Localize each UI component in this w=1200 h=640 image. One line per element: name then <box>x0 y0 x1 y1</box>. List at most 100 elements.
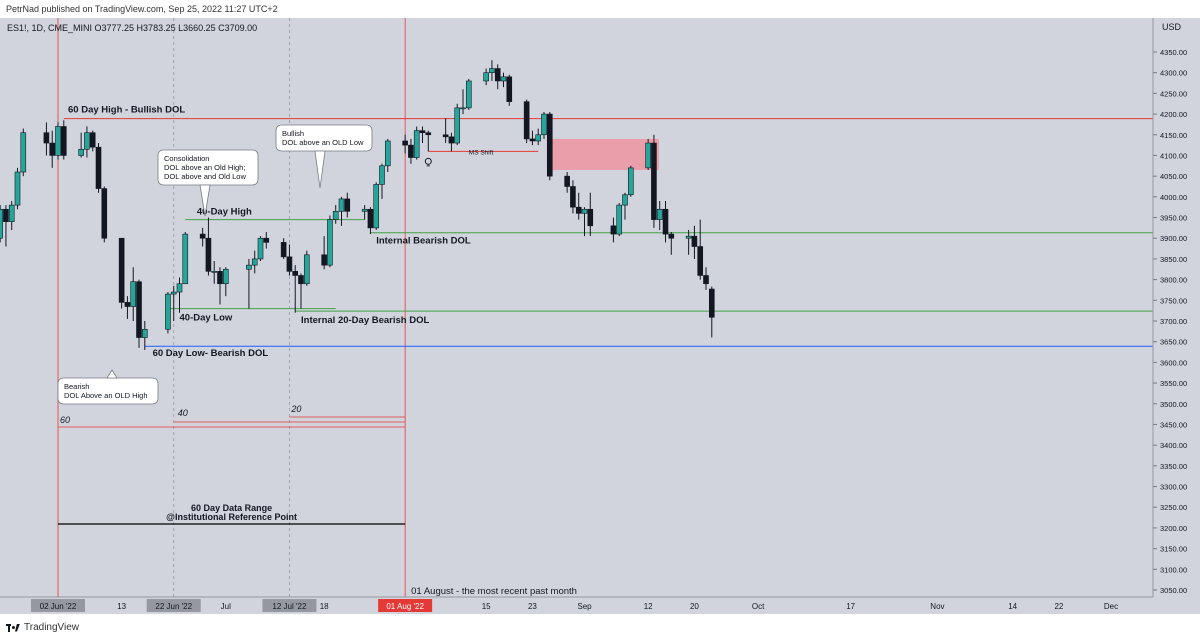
callout-bearish-tail <box>106 369 118 379</box>
price-tick-label: 4300.00 <box>1160 69 1187 78</box>
candles-layer <box>0 60 715 350</box>
candle-body <box>3 208 9 222</box>
aug-label: 01 August - the most recent past month <box>411 586 577 597</box>
label-40-day-low: 40-Day Low <box>180 313 233 324</box>
candle-body <box>581 208 588 214</box>
candle-body <box>338 198 345 212</box>
candle-body <box>656 208 663 220</box>
candlestick-chart[interactable]: 60 40 20 60 Day Data Range@Institutional Re… <box>0 18 1200 614</box>
price-tick-label: 3850.00 <box>1160 255 1187 264</box>
price-tick-label: 3200.00 <box>1160 524 1187 533</box>
time-tick-highlight <box>146 599 201 612</box>
price-tick-label: 3400.00 <box>1160 441 1187 450</box>
candle-body <box>130 281 137 307</box>
range-title-1: 60 Day Data Range <box>191 503 272 513</box>
tradingview-logo-icon <box>6 623 20 632</box>
range-20-label: 20 <box>290 404 301 414</box>
price-tick-label: 4050.00 <box>1160 172 1187 181</box>
price-tick-label: 3800.00 <box>1160 276 1187 285</box>
publish-header: PetrNad published on TradingView.com, Se… <box>0 0 1200 18</box>
callout-consolidation-line: Consolidation <box>164 154 209 163</box>
candle-body <box>89 132 96 148</box>
zone-layer <box>546 138 659 170</box>
price-tick-label: 4250.00 <box>1160 89 1187 98</box>
price-tick-label: 3450.00 <box>1160 420 1187 429</box>
candle-body <box>170 291 177 295</box>
time-tick-label: 22 <box>1054 602 1063 611</box>
callout-bearish-line: DOL Above an OLD High <box>64 391 148 400</box>
time-tick-label: 22 Jun '22 <box>155 602 192 611</box>
candle-body <box>523 101 530 140</box>
callout-bullish-line: Bullish <box>282 129 304 138</box>
label-40-day-high: 40-Day High <box>197 207 252 218</box>
price-tick-label: 3150.00 <box>1160 545 1187 554</box>
candle-body <box>373 184 380 229</box>
candle-body <box>217 271 223 285</box>
time-tick-label: Sep <box>577 602 592 611</box>
candle-body <box>685 235 692 239</box>
time-axis: 02 Jun '22 13 22 Jun '22 Jul 12 Jul '22 18 01 … <box>0 596 1153 614</box>
candle-body <box>703 275 709 285</box>
range-title-2: @Institutional Reference Point <box>166 512 297 522</box>
published-text: PetrNad published on TradingView.com, Se… <box>6 4 278 14</box>
price-tick-label: 3300.00 <box>1160 483 1187 492</box>
candle-body <box>84 132 90 150</box>
candle-body <box>101 188 108 239</box>
tradingview-logo[interactable]: TradingView <box>6 622 79 633</box>
candle-body <box>697 246 704 276</box>
range-60-label: 60 <box>60 415 70 425</box>
candle-body <box>379 165 385 185</box>
candle-body <box>489 68 495 73</box>
callout-bearish-line: Bearish <box>64 382 89 391</box>
candle-body <box>575 206 582 214</box>
price-tick-label: 3900.00 <box>1160 234 1187 243</box>
callout-consolidation-tail <box>199 184 211 217</box>
candle-body <box>118 237 125 303</box>
candle-body <box>165 293 171 330</box>
candle-body <box>176 283 183 293</box>
candle-body <box>20 132 27 173</box>
label-internal-bearish: Internal Bearish DOL <box>376 236 471 247</box>
candle-body <box>49 142 56 156</box>
lightbulb-icon <box>424 157 432 165</box>
candle-body <box>408 144 414 158</box>
candle-body <box>55 126 61 156</box>
candle-body <box>251 258 258 266</box>
label-60-day-low: 60 Day Low- Bearish DOL <box>153 348 269 359</box>
candle-body <box>668 233 675 239</box>
candle-body <box>460 107 466 110</box>
candle-body <box>506 76 513 102</box>
callout-bearish-box <box>57 377 159 405</box>
time-tick-label: Oct <box>752 602 765 611</box>
candle-body <box>327 219 333 266</box>
candle-body <box>332 211 339 220</box>
candle-body <box>662 208 669 235</box>
price-tick-label: 3050.00 <box>1160 586 1187 595</box>
price-tick-label: 4100.00 <box>1160 151 1187 160</box>
time-tick-label: Dec <box>1104 602 1118 611</box>
candle-body <box>500 76 507 82</box>
candle-body <box>136 281 142 338</box>
candle-body <box>344 198 351 212</box>
candle-body <box>199 233 206 239</box>
callout-consolidation-line: DOL above and Old Low <box>164 172 246 181</box>
candle-body <box>535 134 542 142</box>
callout-bullish-box <box>275 124 373 152</box>
candle-body <box>413 130 420 158</box>
chart-frame[interactable]: 60 40 20 60 Day Data Range @Institutional Re… <box>0 18 1200 614</box>
price-tick-label: 3350.00 <box>1160 462 1187 471</box>
candle-body <box>483 72 489 82</box>
candle-body <box>141 328 148 338</box>
annotation-layer: 60 Day High - Bullish DOL 40-Day High Inte… <box>57 105 494 405</box>
candle-body <box>454 107 461 144</box>
candle-body <box>610 225 617 235</box>
time-tick-highlight <box>378 599 433 612</box>
candle-body <box>564 175 570 187</box>
candle-body <box>182 233 189 285</box>
time-tick-label: 15 <box>482 602 491 611</box>
candle-body <box>95 146 102 189</box>
price-tick-label: 3650.00 <box>1160 338 1187 347</box>
callout-bullish-line: DOL above an OLD Low <box>282 138 364 147</box>
